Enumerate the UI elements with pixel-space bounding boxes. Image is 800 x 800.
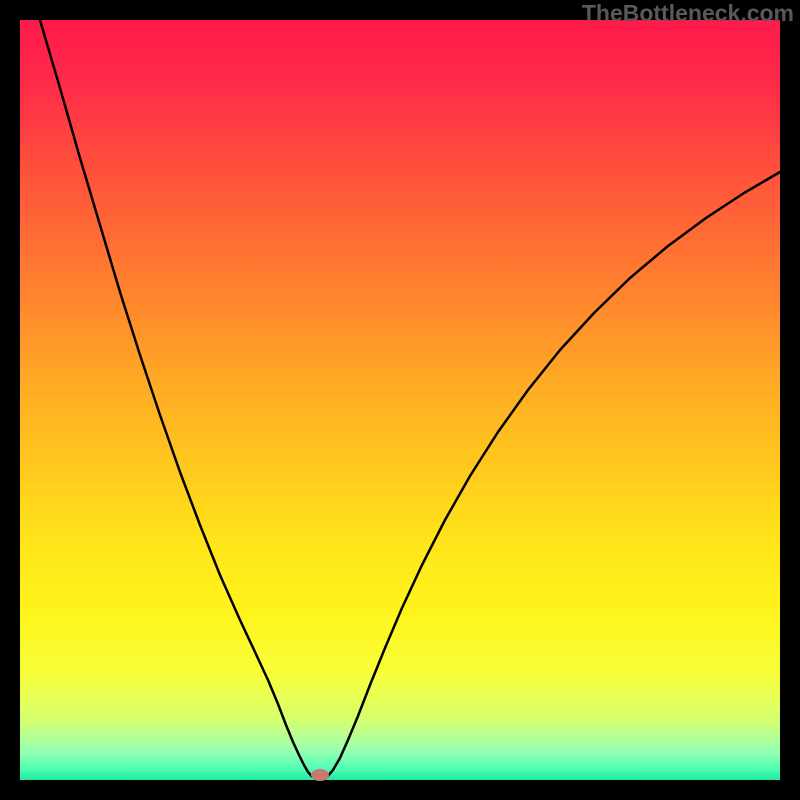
chart-frame: TheBottleneck.com	[0, 0, 800, 800]
watermark-text: TheBottleneck.com	[582, 0, 794, 27]
optimal-point-marker	[311, 769, 329, 781]
bottleneck-chart	[0, 0, 800, 800]
plot-background	[20, 20, 780, 780]
